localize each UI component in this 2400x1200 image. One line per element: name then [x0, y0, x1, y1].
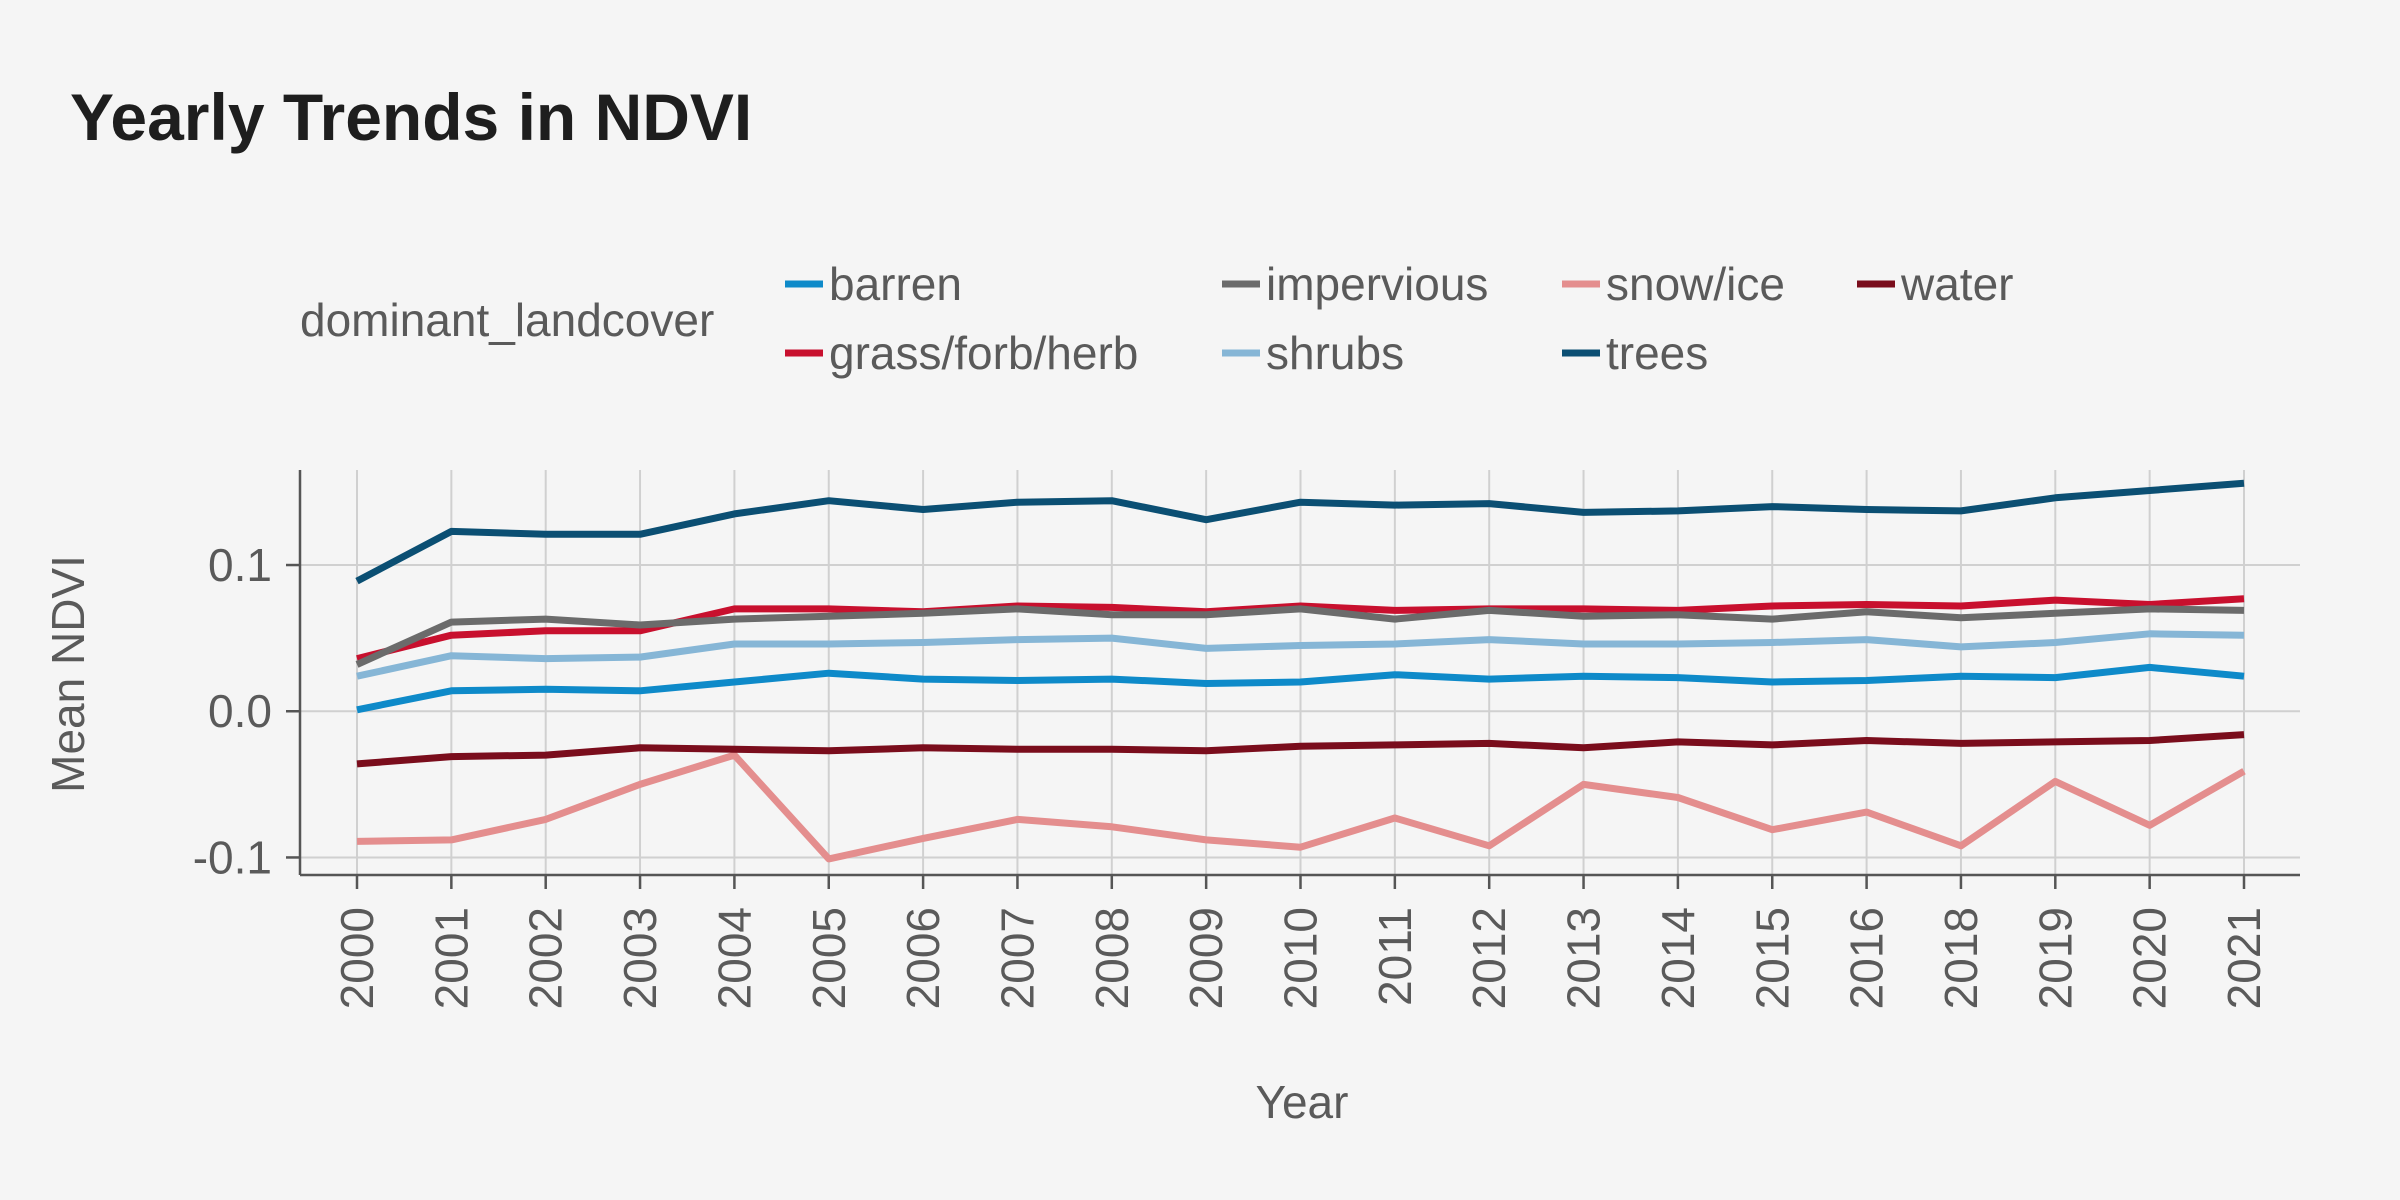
legend: dominant_landcover barren grass/forb/herb… [300, 258, 2013, 379]
series-line-barren [356, 663, 2245, 714]
legend-label: impervious [1266, 258, 1488, 310]
legend-title: dominant_landcover [300, 294, 714, 346]
x-tick-label: 2013 [1558, 907, 1610, 1009]
chart-title: Yearly Trends in NDVI [70, 80, 752, 154]
x-tick-label: 2009 [1180, 907, 1232, 1009]
series-lines [355, 479, 2246, 863]
x-tick-label: 2012 [1463, 907, 1515, 1009]
series-line-snow-ice [356, 751, 2246, 863]
series-line-impervious [355, 605, 2245, 668]
x-tick-label: 2018 [1935, 907, 1987, 1009]
legend-label: grass/forb/herb [829, 327, 1138, 379]
legend-label: shrubs [1266, 327, 1404, 379]
x-tick-label: 2021 [2218, 907, 2270, 1009]
x-tick-label: 2006 [897, 907, 949, 1009]
x-tick-label: 2014 [1652, 907, 1704, 1009]
x-tick-label: 2015 [1746, 907, 1798, 1009]
legend-label: water [1900, 258, 2013, 310]
series-line-shrubs [356, 630, 2245, 680]
x-tick-label: 2020 [2124, 907, 2176, 1009]
y-axis-title: Mean NDVI [42, 555, 94, 793]
y-tick-label: 0.1 [208, 539, 272, 591]
y-tick-labels: -0.1 0.0 0.1 [193, 539, 300, 883]
legend-label: snow/ice [1606, 258, 1785, 310]
x-tick-label: 2004 [708, 907, 760, 1009]
series-line-trees [355, 479, 2245, 585]
x-tick-label: 2007 [992, 907, 1044, 1009]
x-tick-label: 2011 [1369, 907, 1421, 1006]
plot-area: 2000 2001 2002 2003 2004 2005 2006 2007 2008 2009… [193, 470, 2300, 1009]
x-tick-label: 2000 [331, 907, 383, 1009]
x-tick-label: 2016 [1841, 907, 1893, 1009]
y-tick-label: 0.0 [208, 685, 272, 737]
x-tick-label: 2008 [1086, 907, 1138, 1009]
x-tick-labels: 2000 2001 2002 2003 2004 2005 2006 2007 2008 2009… [331, 875, 2270, 1009]
x-tick-label: 2003 [614, 907, 666, 1009]
legend-items: barren grass/forb/herb impervious shrubs sno… [785, 258, 2013, 379]
gridlines [300, 470, 2300, 875]
y-tick-label: -0.1 [193, 831, 272, 883]
legend-label: barren [829, 258, 962, 310]
x-tick-label: 2019 [2029, 907, 2081, 1009]
series-line-water [356, 731, 2245, 768]
x-tick-label: 2002 [520, 907, 572, 1009]
legend-label: trees [1606, 327, 1708, 379]
x-tick-label: 2010 [1275, 907, 1327, 1009]
x-tick-label: 2005 [803, 907, 855, 1009]
x-tick-label: 2001 [425, 907, 477, 1009]
x-axis-title: Year [1256, 1076, 1349, 1128]
